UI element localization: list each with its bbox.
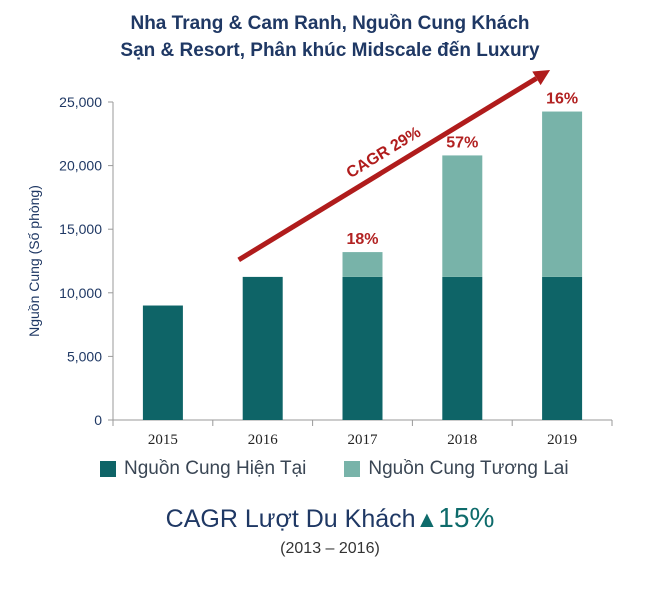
y-tick-label: 5,000 <box>67 348 102 364</box>
y-axis-title: Nguồn Cung (Số phòng) <box>26 185 42 337</box>
trend-arrow-line <box>237 76 538 263</box>
chart-title-line2: Sạn & Resort, Phân khúc Midscale đến Lux… <box>120 40 540 61</box>
legend-item-current: Nguồn Cung Hiện Tại <box>100 458 306 480</box>
legend: Nguồn Cung Hiện Tại Nguồn Cung Tương Lai <box>100 458 607 480</box>
bar-current-2015 <box>142 305 183 420</box>
trend-arrow-head <box>532 70 551 86</box>
growth-label: 18% <box>346 231 378 248</box>
chart-title: Nha Trang & Cam Ranh, Nguồn Cung Khách S… <box>0 10 660 64</box>
bar-future-2018 <box>442 155 483 277</box>
bar-current-2016 <box>242 276 283 420</box>
visitor-cagr-period: (2013 – 2016) <box>280 540 380 557</box>
visitor-cagr-label: CAGR Lượt Du Khách <box>165 505 416 533</box>
y-tick-label: 10,000 <box>59 285 102 301</box>
legend-label-current: Nguồn Cung Hiện Tại <box>124 458 307 479</box>
legend-swatch-current <box>100 461 116 477</box>
legend-item-future: Nguồn Cung Tương Lai <box>344 458 569 480</box>
growth-label: 16% <box>546 91 578 108</box>
y-tick-label: 25,000 <box>59 94 102 110</box>
y-tick-label: 0 <box>94 412 102 428</box>
y-tick-label: 15,000 <box>59 221 102 237</box>
x-tick-label: 2018 <box>447 432 477 448</box>
legend-swatch-future <box>344 461 361 477</box>
bar-future-2019 <box>542 111 583 277</box>
bar-future-2017 <box>342 252 383 277</box>
growth-label: 57% <box>446 134 478 151</box>
bar-current-2017 <box>342 276 383 420</box>
x-tick-label: 2017 <box>348 432 379 448</box>
x-tick-label: 2019 <box>547 432 577 448</box>
visitor-cagr: CAGR Lượt Du Khách▲15% <box>0 502 660 534</box>
bar-current-2018 <box>442 276 483 420</box>
up-triangle-icon: ▲ <box>415 506 439 532</box>
x-tick-label: 2015 <box>148 432 178 448</box>
stacked-bar-chart: 0 5,000 10,000 15,000 20,000 25,000 Nguồn Cung… <box>26 70 613 448</box>
y-tick-label: 20,000 <box>59 158 102 174</box>
bar-current-2019 <box>542 276 583 420</box>
x-tick-label: 2016 <box>248 432 279 448</box>
chart-title-line1: Nha Trang & Cam Ranh, Nguồn Cung Khách <box>130 13 530 34</box>
legend-label-future: Nguồn Cung Tương Lai <box>368 458 569 479</box>
visitor-cagr-value: 15% <box>438 502 495 533</box>
